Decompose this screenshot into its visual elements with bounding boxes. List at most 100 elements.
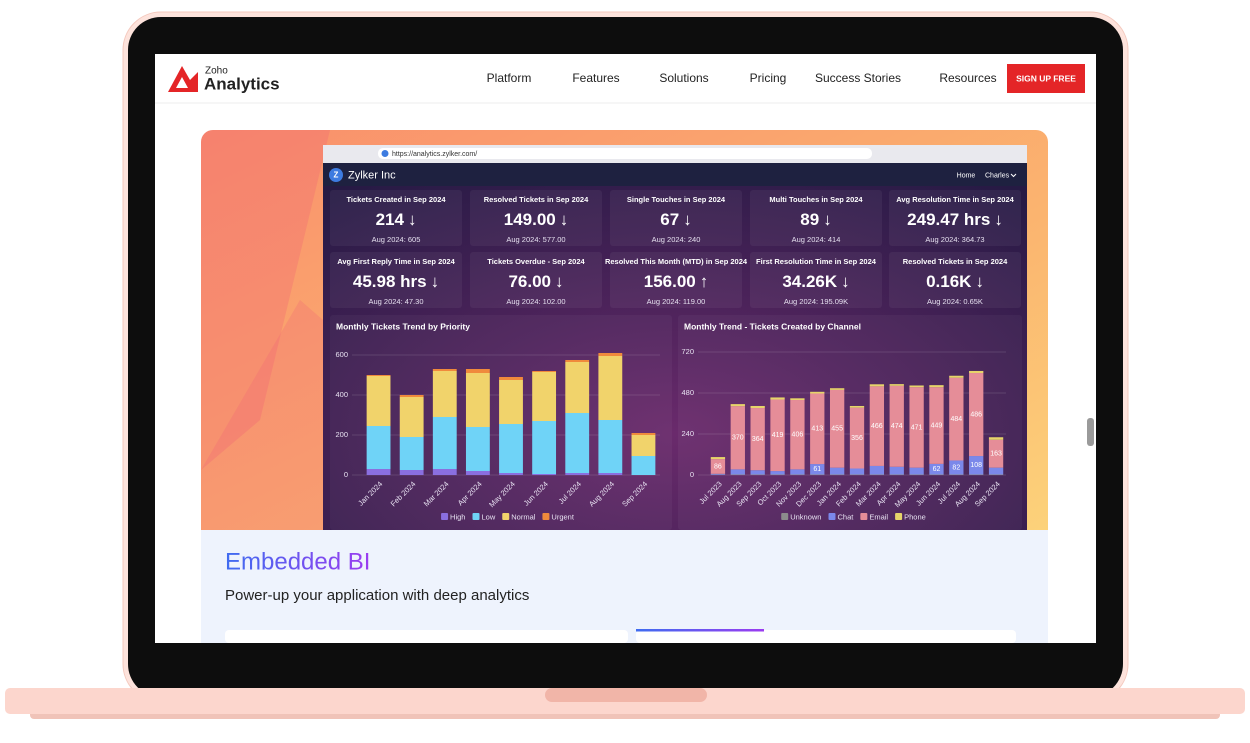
legend-label[interactable]: Phone xyxy=(904,512,926,521)
bar-segment xyxy=(949,375,964,378)
bar-segment xyxy=(929,385,944,388)
kpi-value: 45.98 hrs ↓ xyxy=(353,272,439,291)
tab-card[interactable] xyxy=(225,630,628,643)
app-name: Zylker Inc xyxy=(348,169,396,181)
legend-label[interactable]: Low xyxy=(481,512,495,521)
bar-segment xyxy=(499,424,523,473)
bar-segment xyxy=(909,467,924,475)
y-tick-label: 720 xyxy=(681,347,694,356)
legend-label[interactable]: Unknown xyxy=(790,512,821,521)
legend-label[interactable]: Chat xyxy=(837,512,854,521)
tab-card[interactable] xyxy=(636,630,1016,643)
legend-swatch[interactable] xyxy=(502,513,510,520)
bar-segment xyxy=(790,398,805,401)
legend-label[interactable]: High xyxy=(450,512,465,521)
bar-segment xyxy=(909,474,924,475)
bar-segment xyxy=(988,439,1004,468)
logo-top: Zoho xyxy=(205,66,228,77)
bar-segment xyxy=(730,406,745,470)
nav-item[interactable]: Platform xyxy=(487,71,532,85)
kpi-card xyxy=(330,252,462,308)
legend-swatch[interactable] xyxy=(542,513,550,520)
bar-segment xyxy=(710,473,726,475)
bar-segment xyxy=(889,384,904,386)
kpi-card xyxy=(470,252,602,308)
nav-item[interactable]: Success Stories xyxy=(815,71,901,85)
legend-label[interactable]: Urgent xyxy=(551,512,574,521)
y-tick-label: 400 xyxy=(335,390,348,399)
kpi-title: Single Touches in Sep 2024 xyxy=(627,195,726,204)
y-tick-label: 0 xyxy=(690,470,694,479)
kpi-number: 34.26K xyxy=(782,272,838,291)
kpi-card xyxy=(610,252,742,308)
kpi-card xyxy=(470,190,602,246)
section-title: Embedded BI xyxy=(225,548,370,575)
menu-chevron xyxy=(1010,173,1017,178)
bar-segment xyxy=(631,456,656,475)
kpi-number: 89 xyxy=(800,210,819,229)
legend-label[interactable]: Email xyxy=(869,512,888,521)
legend-swatch[interactable] xyxy=(441,513,449,520)
legend-swatch[interactable] xyxy=(895,513,903,520)
kpi-title: Tickets Created in Sep 2024 xyxy=(346,195,446,204)
kpi-previous: Aug 2024: 119.00 xyxy=(647,297,706,306)
signup-label[interactable]: SIGN UP FREE xyxy=(1016,73,1076,83)
data-label: 356 xyxy=(851,435,863,442)
bar-segment xyxy=(432,369,457,371)
bar-segment xyxy=(499,380,523,424)
kpi-number: 249.47 hrs xyxy=(907,210,990,229)
kpi-value: 214 ↓ xyxy=(376,210,417,229)
url-icon xyxy=(381,150,389,157)
kpi-trend: ↓ xyxy=(431,272,440,291)
bar-segment xyxy=(366,469,391,475)
kpi-number: 156.00 xyxy=(644,272,696,291)
nav-item[interactable]: Pricing xyxy=(750,71,787,85)
kpi-previous: Aug 2024: 0.65K xyxy=(927,297,983,306)
y-tick-label: 480 xyxy=(681,388,694,397)
bar-segment xyxy=(770,474,785,475)
bar-segment xyxy=(631,435,656,456)
nav-item[interactable]: Resources xyxy=(939,71,996,85)
bar-segment xyxy=(790,400,805,470)
bar-segment xyxy=(770,399,785,472)
bar-segment xyxy=(770,471,785,475)
nav-item[interactable]: Solutions xyxy=(659,71,708,85)
legend-label[interactable]: Normal xyxy=(511,512,536,521)
legend-swatch[interactable] xyxy=(860,513,868,520)
kpi-trend: ↓ xyxy=(975,272,984,291)
nav-item[interactable]: Features xyxy=(572,71,619,85)
bar-segment xyxy=(790,474,805,475)
bar-segment xyxy=(869,465,885,475)
bar-segment xyxy=(969,370,984,374)
bar-segment xyxy=(432,417,457,469)
kpi-value: 0.16K ↓ xyxy=(926,272,984,291)
kpi-trend: ↓ xyxy=(408,210,417,229)
kpi-card xyxy=(750,190,882,246)
legend-swatch[interactable] xyxy=(781,513,789,520)
bar-segment xyxy=(949,474,964,475)
legend-swatch[interactable] xyxy=(472,513,480,520)
kpi-previous: Aug 2024: 605 xyxy=(372,235,421,244)
legend: Unknown Chat Email Phone xyxy=(781,512,926,521)
bar-segment xyxy=(710,457,726,460)
legend-swatch[interactable] xyxy=(828,513,836,520)
menu-home[interactable]: Home xyxy=(957,172,976,179)
bar-segment xyxy=(750,405,765,409)
data-label: 62 xyxy=(933,466,941,473)
data-label: 61 xyxy=(813,466,821,473)
kpi-trend: ↓ xyxy=(555,272,564,291)
scrollbar[interactable] xyxy=(1087,418,1094,446)
section-bg xyxy=(201,530,1048,643)
kpi-number: 76.00 xyxy=(508,272,551,291)
menu-user[interactable]: Charles xyxy=(985,172,1010,179)
kpi-number: 214 xyxy=(376,210,405,229)
data-label: 449 xyxy=(931,422,943,429)
kpi-title: Resolved This Month (MTD) in Sep 2024 xyxy=(605,257,748,266)
navbar: Zoho Analytics SIGN UP FREE xyxy=(155,64,1096,104)
laptop-notch xyxy=(545,688,707,702)
bar-segment xyxy=(849,474,865,475)
bar-segment xyxy=(465,471,490,475)
bar-segment xyxy=(499,473,523,475)
signup-button[interactable] xyxy=(1007,64,1085,93)
